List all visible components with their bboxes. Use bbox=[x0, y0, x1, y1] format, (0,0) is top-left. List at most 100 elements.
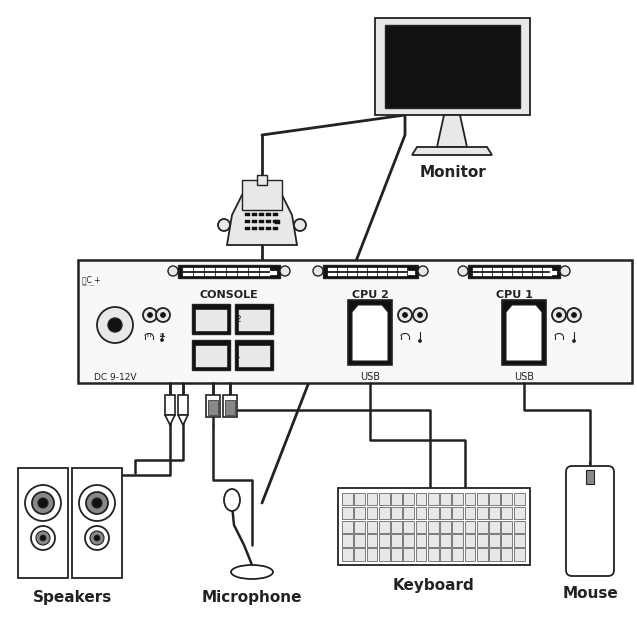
Bar bbox=[358, 273, 367, 276]
Circle shape bbox=[86, 492, 108, 514]
Bar bbox=[398, 268, 407, 271]
Bar bbox=[468, 265, 560, 278]
Text: DC 9-12V: DC 9-12V bbox=[94, 373, 136, 382]
Bar bbox=[354, 507, 365, 519]
Bar bbox=[259, 227, 264, 230]
Bar bbox=[348, 300, 392, 365]
Polygon shape bbox=[412, 147, 492, 155]
Bar bbox=[388, 273, 397, 276]
Bar bbox=[408, 271, 415, 275]
Bar bbox=[368, 268, 377, 271]
Bar bbox=[227, 273, 237, 276]
Bar bbox=[266, 227, 271, 230]
Circle shape bbox=[398, 308, 412, 322]
Bar bbox=[513, 273, 522, 276]
Bar bbox=[208, 400, 218, 415]
Bar bbox=[391, 507, 402, 519]
Bar bbox=[249, 273, 259, 276]
Bar bbox=[235, 340, 273, 370]
Bar bbox=[342, 548, 353, 561]
Bar bbox=[245, 213, 250, 216]
Circle shape bbox=[90, 531, 104, 545]
Text: Speakers: Speakers bbox=[32, 590, 111, 605]
Bar bbox=[216, 273, 226, 276]
Bar bbox=[493, 273, 502, 276]
Bar bbox=[165, 395, 175, 415]
Bar bbox=[328, 273, 337, 276]
Circle shape bbox=[31, 526, 55, 550]
Circle shape bbox=[161, 339, 164, 341]
Circle shape bbox=[280, 266, 290, 276]
Text: ⎓C +: ⎓C + bbox=[82, 275, 101, 284]
Bar bbox=[543, 268, 552, 271]
Text: Mouse: Mouse bbox=[562, 586, 618, 601]
Ellipse shape bbox=[231, 565, 273, 579]
Bar bbox=[260, 273, 270, 276]
Circle shape bbox=[79, 485, 115, 521]
Bar bbox=[440, 493, 451, 505]
Bar bbox=[375, 18, 530, 115]
Circle shape bbox=[85, 526, 109, 550]
Bar bbox=[348, 273, 357, 276]
Bar bbox=[464, 507, 475, 519]
Bar bbox=[464, 535, 475, 547]
Bar bbox=[354, 548, 365, 561]
Text: 1: 1 bbox=[235, 352, 241, 360]
Bar bbox=[342, 521, 353, 533]
Bar bbox=[342, 507, 353, 519]
Bar bbox=[235, 304, 273, 334]
Bar bbox=[195, 309, 227, 331]
Bar bbox=[513, 521, 524, 533]
Bar bbox=[428, 535, 439, 547]
Bar bbox=[489, 548, 500, 561]
Bar bbox=[379, 521, 390, 533]
Bar bbox=[242, 180, 282, 210]
Text: USB: USB bbox=[514, 372, 534, 382]
Bar bbox=[194, 273, 204, 276]
Bar bbox=[477, 548, 488, 561]
Text: n: n bbox=[147, 332, 151, 338]
Bar bbox=[464, 521, 475, 533]
Bar bbox=[501, 548, 512, 561]
Bar bbox=[366, 548, 377, 561]
Bar bbox=[78, 260, 632, 383]
Bar bbox=[366, 535, 377, 547]
Circle shape bbox=[417, 313, 422, 318]
Bar bbox=[398, 273, 407, 276]
Bar bbox=[273, 227, 278, 230]
Bar bbox=[489, 507, 500, 519]
Bar bbox=[323, 265, 418, 278]
Bar bbox=[259, 220, 264, 223]
Bar bbox=[379, 548, 390, 561]
Circle shape bbox=[557, 313, 561, 318]
Bar bbox=[452, 548, 463, 561]
Bar bbox=[440, 521, 451, 533]
Circle shape bbox=[92, 498, 102, 508]
Bar bbox=[483, 273, 492, 276]
FancyBboxPatch shape bbox=[566, 466, 614, 576]
Text: — —: — — bbox=[82, 283, 95, 288]
Circle shape bbox=[25, 485, 61, 521]
Bar bbox=[378, 273, 387, 276]
Bar bbox=[501, 507, 512, 519]
Circle shape bbox=[567, 308, 581, 322]
Bar bbox=[391, 535, 402, 547]
Polygon shape bbox=[227, 195, 297, 245]
Text: CPU 2: CPU 2 bbox=[352, 290, 389, 300]
Bar bbox=[415, 507, 426, 519]
Bar bbox=[378, 268, 387, 271]
Bar bbox=[354, 493, 365, 505]
Bar bbox=[358, 268, 367, 271]
Bar bbox=[503, 273, 512, 276]
Text: Monitor: Monitor bbox=[420, 165, 487, 180]
Circle shape bbox=[560, 266, 570, 276]
Bar bbox=[513, 493, 524, 505]
Text: CONSOLE: CONSOLE bbox=[199, 290, 259, 300]
Bar bbox=[415, 521, 426, 533]
Circle shape bbox=[413, 308, 427, 322]
Circle shape bbox=[156, 308, 170, 322]
Circle shape bbox=[313, 266, 323, 276]
Circle shape bbox=[40, 535, 46, 541]
Text: Keyboard: Keyboard bbox=[393, 578, 475, 593]
Circle shape bbox=[32, 492, 54, 514]
